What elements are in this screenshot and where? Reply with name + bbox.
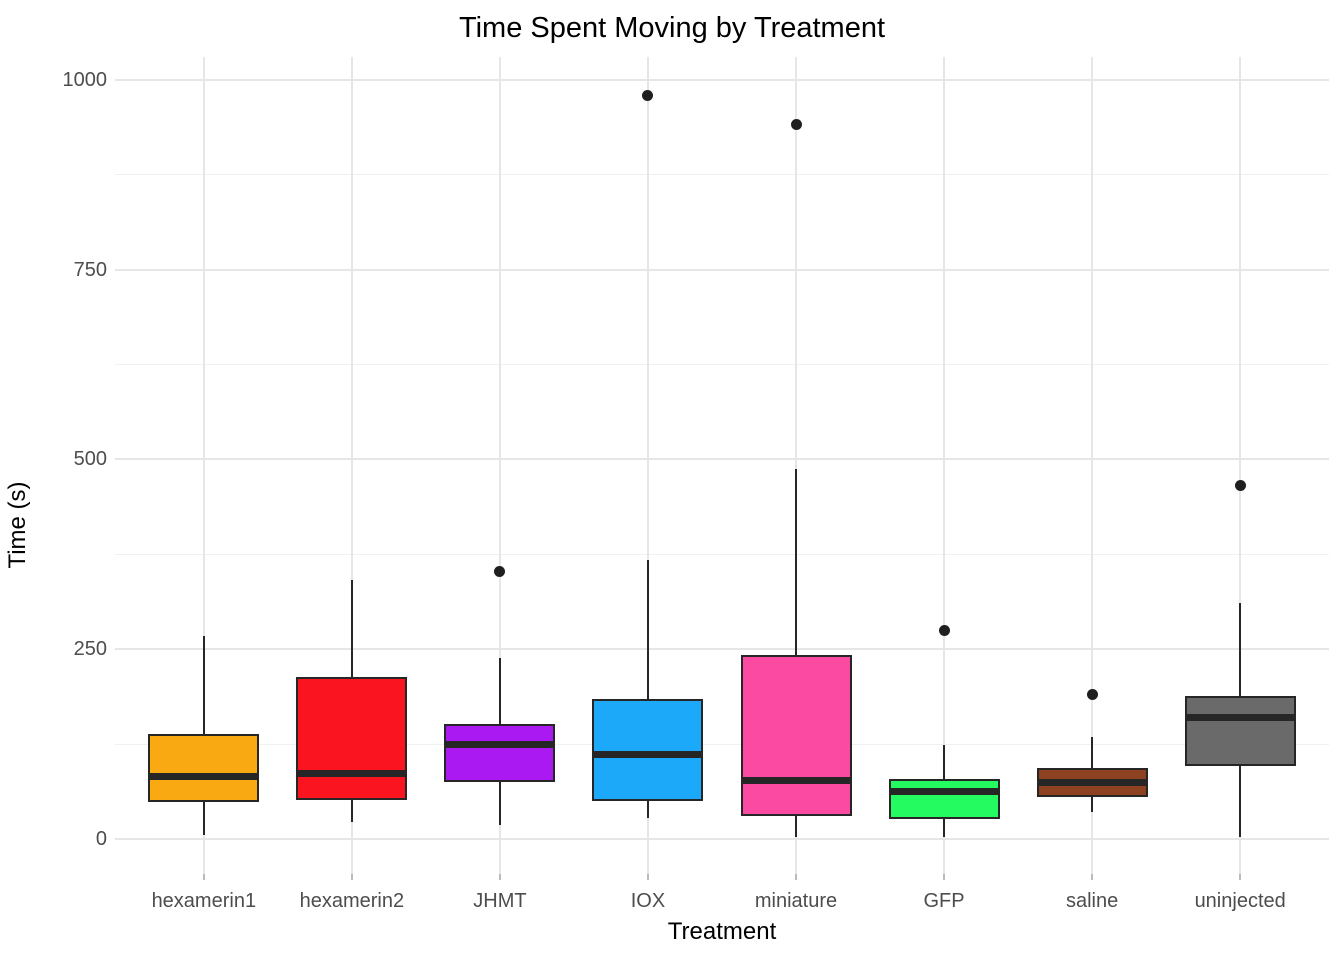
median-line [592,750,704,758]
upper-whisker [498,657,502,725]
y-gridline-minor [115,743,1329,745]
box-uninjected [1184,696,1296,767]
upper-whisker [646,559,650,699]
median-line [740,777,852,785]
y-gridline-major [115,458,1329,461]
lower-whisker [1090,797,1094,812]
lower-whisker [1238,766,1242,837]
x-axis-tick [1239,874,1242,880]
upper-whisker [794,469,798,656]
x-gridline [943,57,946,874]
lower-whisker [646,801,650,818]
x-axis-tick [646,874,649,880]
outlier-point [1234,479,1246,491]
x-tick-label-IOX: IOX [630,890,666,912]
box-miniature [740,655,852,817]
x-axis-tick [202,874,205,880]
x-tick-label-JHMT: JHMT [473,890,527,912]
x-axis-tick [1091,874,1094,880]
box-JHMT [444,724,556,783]
box-GFP [888,779,1000,819]
y-tick-label: 1000 [62,68,108,91]
box-hexamerin1 [148,734,260,802]
lower-whisker [794,816,798,837]
outlier-point [1086,689,1098,701]
y-gridline-major [115,78,1329,81]
lower-whisker [202,801,206,836]
plot-panel [115,57,1329,874]
median-line [148,773,260,781]
outlier-point [494,566,506,578]
y-tick-label: 250 [73,638,107,661]
upper-whisker [202,636,206,735]
y-gridline-minor [115,174,1329,176]
median-line [1036,779,1148,787]
x-gridline [795,57,798,874]
x-axis-title: Treatment [667,918,777,945]
y-tick-label: 500 [73,448,107,471]
outlier-point [642,90,654,102]
y-gridline-major [115,268,1329,271]
y-gridline-major [115,838,1329,841]
lower-whisker [350,800,354,823]
lower-whisker [498,782,502,826]
x-axis-tick [943,874,946,880]
box-hexamerin2 [296,676,408,801]
x-axis-tick [350,874,353,880]
outlier-point [938,624,950,636]
median-line [1184,714,1296,722]
median-line [888,787,1000,795]
x-gridline [498,57,501,874]
x-axis-tick [498,874,501,880]
y-gridline-minor [115,364,1329,365]
x-gridline [350,57,353,874]
x-tick-label-GFP: GFP [923,890,965,912]
x-gridline [646,57,649,874]
y-tick-label: 0 [95,828,107,851]
y-gridline-major [115,648,1329,651]
upper-whisker [350,580,354,677]
box-IOX [592,698,704,802]
x-tick-label-hexamerin2: hexamerin2 [299,890,405,912]
y-gridline-minor [115,553,1329,555]
upper-whisker [1238,602,1242,697]
x-tick-label-miniature: miniature [754,890,838,912]
x-tick-label-uninjected: uninjected [1194,890,1286,912]
y-tick-label: 750 [73,258,107,281]
y-axis-title-text: Time (s) [4,481,31,569]
median-line [444,741,556,749]
chart-title: Time Spent Moving by Treatment [458,12,886,44]
x-tick-label-saline: saline [1065,890,1119,912]
x-axis-tick [795,874,798,880]
x-tick-label-hexamerin1: hexamerin1 [151,890,257,912]
x-gridline [1091,57,1094,874]
upper-whisker [1090,736,1094,769]
x-gridline [202,57,205,874]
upper-whisker [942,744,946,780]
median-line [296,770,408,778]
x-gridline [1239,57,1242,874]
lower-whisker [942,818,946,837]
outlier-point [790,119,802,131]
